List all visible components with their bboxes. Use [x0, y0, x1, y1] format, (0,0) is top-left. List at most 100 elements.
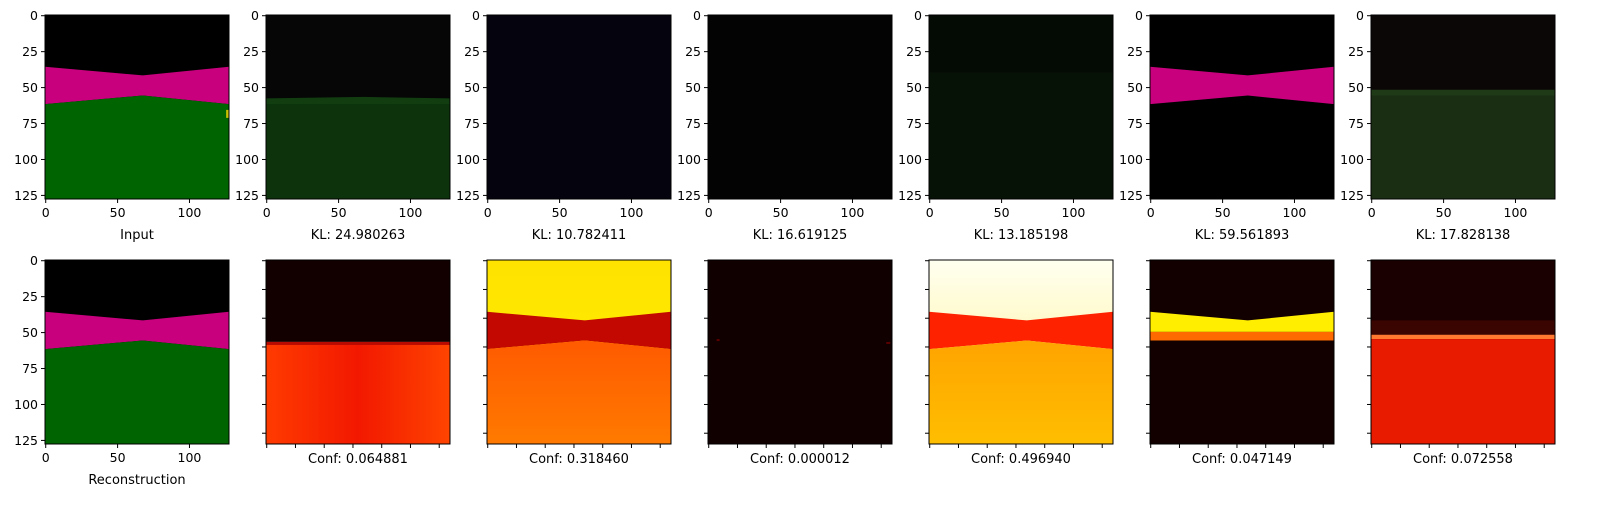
x-tick-label: 0 — [1368, 205, 1376, 220]
y-tick-label: 50 — [22, 80, 38, 95]
y-tick-label: 100 — [456, 152, 480, 167]
axes-0-5: 0 50 100 0 25 50 75 100 125 KL: 59.561893 — [1119, 8, 1306, 243]
y-tick-label: 0 — [251, 8, 259, 23]
axes-0-4: 0 50 100 0 25 50 75 100 125 KL: 13.185198 — [898, 8, 1085, 243]
axes-1-5: Conf: 0.047149 — [1146, 260, 1324, 467]
y-tick-label: 0 — [1135, 8, 1143, 23]
panel-label: KL: 59.561893 — [1195, 228, 1290, 243]
y-tick-label: 0 — [472, 8, 480, 23]
x-tick-label: 100 — [1062, 205, 1086, 220]
axes-1-0: 0 50 100 0 25 50 75 100 125 Reconstruction — [14, 253, 201, 488]
y-tick-label: 75 — [243, 116, 259, 131]
y-tick-label: 50 — [1127, 80, 1143, 95]
x-tick-label: 50 — [110, 450, 126, 465]
x-tick-label: 100 — [1504, 205, 1528, 220]
y-tick-label: 100 — [898, 152, 922, 167]
panel-label: KL: 16.619125 — [753, 228, 848, 243]
y-tick-label: 0 — [693, 8, 701, 23]
panel-image-0-1 — [265, 14, 451, 200]
x-tick-label: 100 — [1283, 205, 1307, 220]
y-tick-label: 100 — [14, 152, 38, 167]
panel-image-1-0 — [44, 259, 230, 445]
panel-image-0-5 — [1149, 14, 1335, 200]
panel-image-0-6 — [1370, 14, 1556, 200]
y-tick-label: 50 — [685, 80, 701, 95]
x-tick-label: 100 — [620, 205, 644, 220]
y-tick-label: 50 — [906, 80, 922, 95]
y-tick-label: 50 — [464, 80, 480, 95]
y-tick-label: 25 — [906, 44, 922, 59]
panel-label: Input — [120, 228, 154, 243]
x-tick-label: 0 — [263, 205, 271, 220]
panel-image-1-5 — [1149, 259, 1335, 445]
x-tick-label: 50 — [110, 205, 126, 220]
y-tick-label: 50 — [1348, 80, 1364, 95]
x-tick-label: 0 — [42, 450, 50, 465]
x-tick-label: 50 — [1436, 205, 1452, 220]
axes-1-6: Conf: 0.072558 — [1367, 260, 1545, 467]
y-tick-label: 0 — [30, 8, 38, 23]
axes-0-6: 0 50 100 0 25 50 75 100 125 KL: 17.828138 — [1340, 8, 1527, 243]
x-tick-label: 0 — [705, 205, 713, 220]
y-tick-label: 125 — [677, 188, 701, 203]
panel-image-0-3 — [707, 14, 893, 200]
panel-label: KL: 24.980263 — [311, 228, 406, 243]
y-tick-label: 75 — [464, 116, 480, 131]
y-tick-label: 100 — [14, 397, 38, 412]
panel-label: Conf: 0.496940 — [971, 452, 1071, 467]
x-tick-label: 0 — [42, 205, 50, 220]
y-tick-label: 125 — [898, 188, 922, 203]
axes-0-1: 0 50 100 0 25 50 75 100 125 KL: 24.980263 — [235, 8, 422, 243]
axes-0-3: 0 50 100 0 25 50 75 100 125 KL: 16.619125 — [677, 8, 864, 243]
y-tick-label: 125 — [1340, 188, 1364, 203]
y-tick-label: 50 — [243, 80, 259, 95]
x-tick-label: 50 — [994, 205, 1010, 220]
panel-label: Reconstruction — [88, 473, 185, 488]
panel-image-1-6 — [1370, 259, 1556, 445]
y-tick-label: 50 — [22, 325, 38, 340]
axes-1-4: Conf: 0.496940 — [925, 260, 1103, 467]
y-tick-label: 75 — [1127, 116, 1143, 131]
y-tick-label: 25 — [1127, 44, 1143, 59]
x-tick-label: 50 — [552, 205, 568, 220]
y-tick-label: 100 — [235, 152, 259, 167]
y-tick-label: 125 — [14, 433, 38, 448]
y-tick-label: 25 — [243, 44, 259, 59]
panel-label: KL: 13.185198 — [974, 228, 1069, 243]
y-tick-label: 100 — [1340, 152, 1364, 167]
panel-image-1-2 — [486, 259, 672, 445]
x-tick-label: 0 — [484, 205, 492, 220]
y-tick-label: 25 — [1348, 44, 1364, 59]
panel-image-1-1 — [265, 259, 451, 445]
y-tick-label: 0 — [914, 8, 922, 23]
panel-image-1-3 — [707, 259, 893, 445]
y-tick-label: 125 — [235, 188, 259, 203]
y-tick-label: 75 — [685, 116, 701, 131]
panel-label: Conf: 0.318460 — [529, 452, 629, 467]
panel-label: Conf: 0.047149 — [1192, 452, 1292, 467]
y-tick-label: 125 — [456, 188, 480, 203]
x-tick-label: 100 — [399, 205, 423, 220]
panel-image-1-4 — [928, 259, 1114, 445]
x-tick-label: 50 — [1215, 205, 1231, 220]
x-tick-label: 50 — [773, 205, 789, 220]
panels-layer: 0 50 100 0 25 50 75 100 125 Input 0 50 100 0 25 50 75 100… — [14, 8, 1556, 488]
x-tick-label: 100 — [178, 450, 202, 465]
panel-label: Conf: 0.064881 — [308, 452, 408, 467]
y-tick-label: 25 — [22, 289, 38, 304]
axes-1-2: Conf: 0.318460 — [483, 260, 661, 467]
panel-label: Conf: 0.000012 — [750, 452, 850, 467]
y-tick-label: 75 — [22, 361, 38, 376]
y-tick-label: 125 — [1119, 188, 1143, 203]
y-tick-label: 75 — [906, 116, 922, 131]
y-tick-label: 75 — [22, 116, 38, 131]
panel-image-0-4 — [928, 14, 1114, 200]
panel-label: KL: 17.828138 — [1416, 228, 1511, 243]
x-tick-label: 50 — [331, 205, 347, 220]
axes-0-0: 0 50 100 0 25 50 75 100 125 Input — [14, 8, 201, 243]
axes-1-1: Conf: 0.064881 — [262, 260, 440, 467]
y-tick-label: 25 — [464, 44, 480, 59]
x-tick-label: 100 — [178, 205, 202, 220]
y-tick-label: 75 — [1348, 116, 1364, 131]
